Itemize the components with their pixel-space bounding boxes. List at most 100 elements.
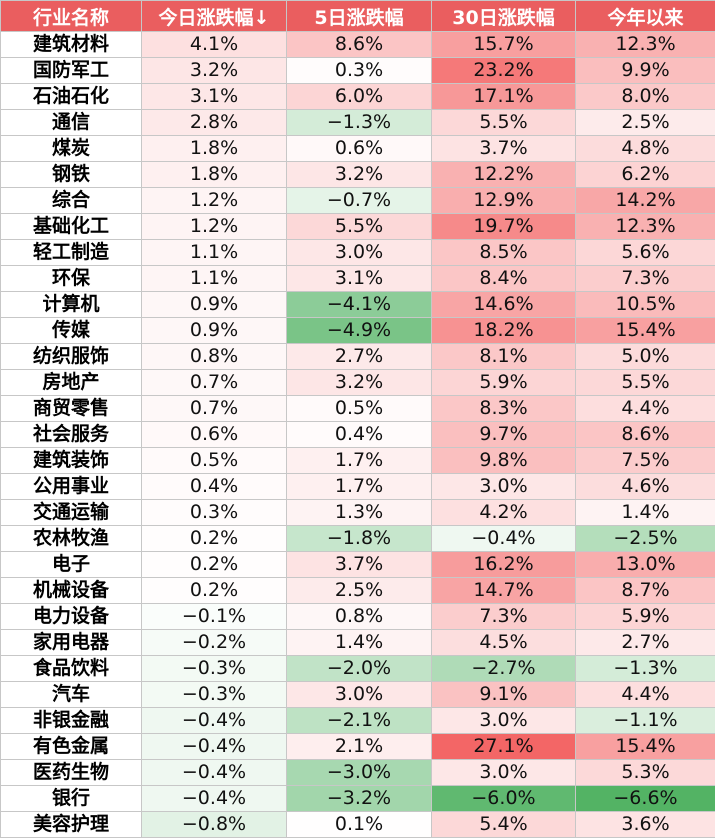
- industry-name-cell: 石油石化: [1, 84, 142, 110]
- value-cell-today-change: 2.8%: [142, 110, 287, 136]
- value-cell-today-change: −0.4%: [142, 760, 287, 786]
- value-cell-30day-change: 12.2%: [432, 162, 576, 188]
- value-cell-ytd-change: 2.7%: [576, 630, 715, 656]
- industry-name-cell: 综合: [1, 188, 142, 214]
- value-cell-ytd-change: 15.4%: [576, 734, 715, 760]
- value-cell-ytd-change: −2.5%: [576, 526, 715, 552]
- value-cell-5day-change: 3.2%: [287, 162, 432, 188]
- table-row: 银行−0.4%−3.2%−6.0%−6.6%: [1, 786, 715, 812]
- industry-name-cell: 医药生物: [1, 760, 142, 786]
- value-cell-ytd-change: 5.6%: [576, 240, 715, 266]
- value-cell-ytd-change: 2.5%: [576, 110, 715, 136]
- value-cell-ytd-change: −1.3%: [576, 656, 715, 682]
- table-row: 电力设备−0.1%0.8%7.3%5.9%: [1, 604, 715, 630]
- industry-name-cell: 社会服务: [1, 422, 142, 448]
- value-cell-today-change: 0.7%: [142, 396, 287, 422]
- value-cell-5day-change: −0.7%: [287, 188, 432, 214]
- table-row: 家用电器−0.2%1.4%4.5%2.7%: [1, 630, 715, 656]
- value-cell-today-change: 0.5%: [142, 448, 287, 474]
- industry-name-cell: 家用电器: [1, 630, 142, 656]
- value-cell-today-change: −0.8%: [142, 812, 287, 838]
- value-cell-30day-change: −6.0%: [432, 786, 576, 812]
- col-header-5day-change[interactable]: 5日涨跌幅: [287, 1, 432, 32]
- value-cell-30day-change: −2.7%: [432, 656, 576, 682]
- value-cell-5day-change: 5.5%: [287, 214, 432, 240]
- value-cell-today-change: −0.3%: [142, 656, 287, 682]
- value-cell-30day-change: 15.7%: [432, 32, 576, 58]
- value-cell-5day-change: 2.7%: [287, 344, 432, 370]
- industry-name-cell: 计算机: [1, 292, 142, 318]
- value-cell-ytd-change: −6.6%: [576, 786, 715, 812]
- value-cell-30day-change: −0.4%: [432, 526, 576, 552]
- value-cell-5day-change: 0.3%: [287, 58, 432, 84]
- value-cell-30day-change: 19.7%: [432, 214, 576, 240]
- table-row: 医药生物−0.4%−3.0%3.0%5.3%: [1, 760, 715, 786]
- industry-name-cell: 纺织服饰: [1, 344, 142, 370]
- value-cell-30day-change: 5.5%: [432, 110, 576, 136]
- value-cell-ytd-change: 7.3%: [576, 266, 715, 292]
- value-cell-today-change: 0.9%: [142, 292, 287, 318]
- value-cell-30day-change: 18.2%: [432, 318, 576, 344]
- industry-name-cell: 煤炭: [1, 136, 142, 162]
- value-cell-5day-change: 3.0%: [287, 240, 432, 266]
- industry-name-cell: 汽车: [1, 682, 142, 708]
- value-cell-ytd-change: 5.0%: [576, 344, 715, 370]
- value-cell-today-change: −0.2%: [142, 630, 287, 656]
- col-header-ytd-change[interactable]: 今年以来: [576, 1, 715, 32]
- value-cell-ytd-change: 14.2%: [576, 188, 715, 214]
- col-header-today-change[interactable]: 今日涨跌幅↓: [142, 1, 287, 32]
- value-cell-5day-change: −1.8%: [287, 526, 432, 552]
- value-cell-ytd-change: 4.4%: [576, 682, 715, 708]
- industry-name-cell: 机械设备: [1, 578, 142, 604]
- value-cell-today-change: 1.2%: [142, 188, 287, 214]
- col-header-industry[interactable]: 行业名称: [1, 1, 142, 32]
- value-cell-today-change: 3.1%: [142, 84, 287, 110]
- table-row: 非银金融−0.4%−2.1%3.0%−1.1%: [1, 708, 715, 734]
- value-cell-ytd-change: 4.8%: [576, 136, 715, 162]
- value-cell-today-change: −0.4%: [142, 734, 287, 760]
- value-cell-30day-change: 17.1%: [432, 84, 576, 110]
- value-cell-today-change: 1.1%: [142, 240, 287, 266]
- value-cell-ytd-change: 13.0%: [576, 552, 715, 578]
- value-cell-5day-change: 2.1%: [287, 734, 432, 760]
- value-cell-5day-change: 6.0%: [287, 84, 432, 110]
- value-cell-5day-change: −2.0%: [287, 656, 432, 682]
- value-cell-30day-change: 8.5%: [432, 240, 576, 266]
- value-cell-today-change: 0.9%: [142, 318, 287, 344]
- industry-name-cell: 基础化工: [1, 214, 142, 240]
- value-cell-today-change: 3.2%: [142, 58, 287, 84]
- value-cell-ytd-change: 5.9%: [576, 604, 715, 630]
- value-cell-5day-change: 0.8%: [287, 604, 432, 630]
- value-cell-30day-change: 3.0%: [432, 474, 576, 500]
- col-header-30day-change[interactable]: 30日涨跌幅: [432, 1, 576, 32]
- value-cell-5day-change: 0.1%: [287, 812, 432, 838]
- value-cell-5day-change: 1.7%: [287, 474, 432, 500]
- value-cell-30day-change: 4.5%: [432, 630, 576, 656]
- industry-name-cell: 建筑材料: [1, 32, 142, 58]
- value-cell-5day-change: −3.2%: [287, 786, 432, 812]
- industry-name-cell: 建筑装饰: [1, 448, 142, 474]
- industry-name-cell: 银行: [1, 786, 142, 812]
- industry-name-cell: 农林牧渔: [1, 526, 142, 552]
- value-cell-5day-change: −2.1%: [287, 708, 432, 734]
- industry-name-cell: 传媒: [1, 318, 142, 344]
- value-cell-5day-change: 2.5%: [287, 578, 432, 604]
- value-cell-5day-change: 0.4%: [287, 422, 432, 448]
- value-cell-today-change: −0.4%: [142, 786, 287, 812]
- value-cell-30day-change: 8.1%: [432, 344, 576, 370]
- value-cell-today-change: 1.1%: [142, 266, 287, 292]
- value-cell-today-change: 4.1%: [142, 32, 287, 58]
- value-cell-ytd-change: 5.3%: [576, 760, 715, 786]
- industry-name-cell: 环保: [1, 266, 142, 292]
